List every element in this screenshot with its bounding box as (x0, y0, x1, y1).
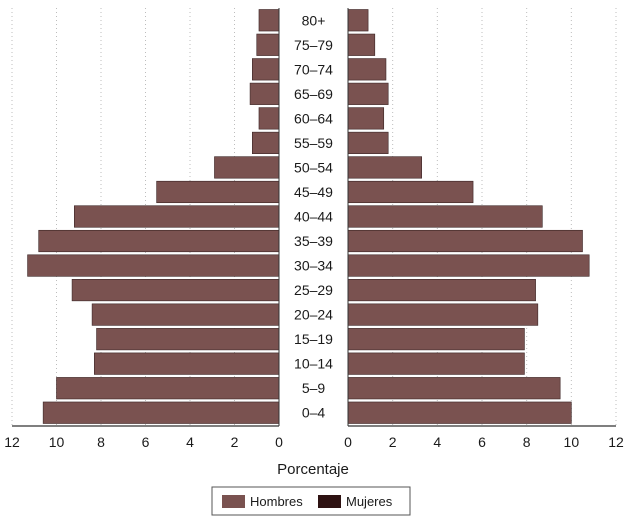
bar-mujeres-6 (347, 156, 422, 179)
bar-mujeres-9 (347, 229, 583, 253)
age-group-label: 40–44 (294, 209, 333, 225)
age-group-label: 20–24 (294, 307, 333, 323)
x-tick-label-right: 0 (344, 434, 352, 450)
bar-mujeres-4 (347, 107, 385, 130)
bar-hombres-5 (252, 131, 280, 154)
age-group-label: 5–9 (302, 380, 326, 396)
bar-hombres-11 (71, 279, 280, 302)
bar-mujeres-1 (347, 33, 376, 56)
legend: Hombres Mujeres (211, 486, 411, 516)
bar-hombres-0 (258, 9, 280, 32)
bar-mujeres-11 (347, 279, 536, 302)
x-tick-label-right: 12 (608, 434, 624, 450)
bar-hombres-6 (214, 156, 280, 179)
bar-mujeres-13 (347, 328, 525, 351)
x-tick-label-left: 10 (49, 434, 65, 450)
x-tick-label-left: 0 (275, 434, 283, 450)
age-group-label: 70–74 (294, 61, 333, 77)
age-group-label: 0–4 (302, 405, 326, 421)
x-tick-label-right: 10 (564, 434, 580, 450)
bar-mujeres-12 (347, 303, 539, 326)
x-tick-label-left: 6 (142, 434, 150, 450)
age-group-label: 75–79 (294, 37, 333, 53)
age-group-label: 15–19 (294, 331, 333, 347)
x-tick-label-left: 12 (4, 434, 20, 450)
age-group-label: 35–39 (294, 233, 333, 249)
bar-hombres-14 (94, 352, 280, 375)
x-tick-label-right: 4 (433, 434, 441, 450)
bar-hombres-10 (27, 254, 280, 277)
bars-layer (27, 9, 590, 424)
tick-labels: 12 10 8 6 4 2 0 0 2 4 6 8 10 12 (4, 434, 624, 450)
bar-hombres-4 (258, 107, 280, 130)
bar-hombres-13 (96, 328, 280, 351)
bar-mujeres-15 (347, 377, 561, 400)
bar-hombres-16 (42, 401, 280, 424)
bar-mujeres-0 (347, 9, 369, 32)
age-group-label: 10–14 (294, 356, 333, 372)
age-group-label: 80+ (302, 12, 326, 28)
x-axis-title: Porcentaje (277, 461, 349, 478)
age-labels: 80+ 75–79 70–74 65–69 60–64 55–59 50–54 45–49 40… (294, 12, 333, 420)
age-group-label: 25–29 (294, 282, 333, 298)
axes-layer (12, 8, 616, 427)
bar-hombres-3 (249, 82, 280, 105)
legend-label-hombres: Hombres (250, 494, 303, 509)
bar-mujeres-3 (347, 82, 389, 105)
x-tick-label-left: 8 (97, 434, 105, 450)
bar-mujeres-16 (347, 401, 572, 424)
x-tick-label-right: 2 (389, 434, 397, 450)
bar-hombres-2 (252, 58, 280, 81)
bar-hombres-12 (91, 303, 280, 326)
bar-hombres-8 (74, 205, 280, 228)
age-group-label: 55–59 (294, 135, 333, 151)
bar-mujeres-5 (347, 131, 389, 154)
age-group-label: 45–49 (294, 184, 333, 200)
legend-swatch-hombres (222, 495, 245, 508)
bar-hombres-9 (38, 229, 280, 253)
age-group-label: 30–34 (294, 258, 333, 274)
bar-mujeres-14 (347, 352, 525, 375)
x-tick-label-right: 6 (478, 434, 486, 450)
bar-hombres-7 (156, 180, 280, 204)
bar-mujeres-7 (347, 180, 474, 204)
bar-mujeres-2 (347, 58, 387, 81)
bar-mujeres-8 (347, 205, 543, 228)
bar-mujeres-10 (347, 254, 590, 277)
x-tick-label-right: 8 (523, 434, 531, 450)
bar-hombres-15 (56, 377, 280, 400)
age-group-label: 60–64 (294, 110, 333, 126)
x-tick-label-left: 4 (186, 434, 194, 450)
x-tick-label-left: 2 (231, 434, 239, 450)
bar-hombres-1 (256, 33, 280, 56)
legend-swatch-mujeres (318, 495, 341, 508)
legend-label-mujeres: Mujeres (346, 494, 393, 509)
age-group-label: 65–69 (294, 86, 333, 102)
age-group-label: 50–54 (294, 159, 333, 175)
